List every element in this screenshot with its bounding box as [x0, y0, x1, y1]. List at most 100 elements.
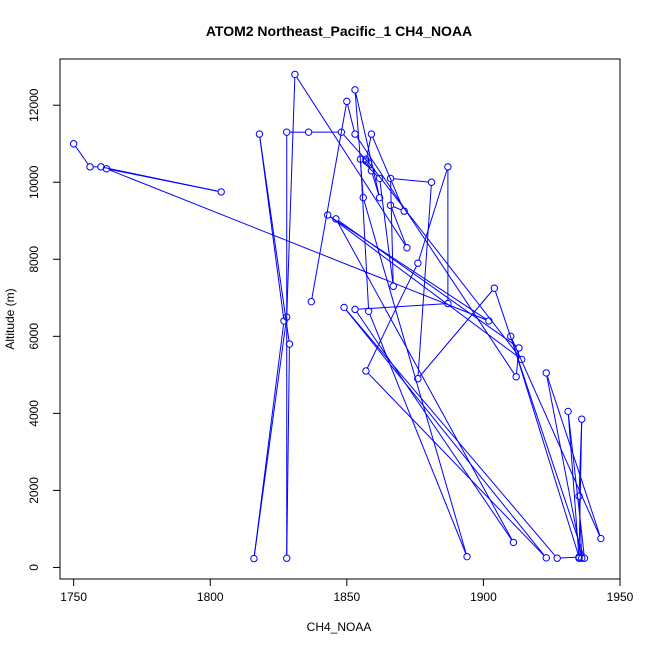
data-point — [102, 165, 111, 173]
data-point — [69, 140, 78, 148]
series-segment — [391, 208, 407, 245]
data-point — [444, 163, 452, 171]
data-point — [507, 332, 515, 341]
series-segment — [511, 339, 601, 536]
series-points — [69, 70, 605, 563]
x-tick-label: 1900 — [470, 590, 497, 604]
series-segment — [567, 414, 585, 556]
data-point — [340, 303, 348, 312]
data-point — [291, 70, 299, 79]
series-segment — [360, 162, 370, 309]
series-segment — [546, 375, 601, 536]
data-point — [515, 344, 523, 352]
data-point — [564, 407, 572, 416]
y-tick-label: 8000 — [27, 246, 41, 273]
x-axis: 1750 1800 1850 1900 1950 — [60, 578, 634, 604]
data-point — [400, 207, 408, 215]
data-point — [283, 554, 291, 562]
data-point — [307, 297, 316, 306]
plot-frame — [59, 58, 621, 580]
series-segment — [356, 311, 513, 541]
series-segment — [311, 104, 347, 299]
series-segment — [75, 146, 89, 165]
chart-title: ATOM2 Northeast_Pacific_1 CH4_NOAA — [206, 23, 472, 39]
data-point — [351, 305, 359, 314]
series-segment — [417, 185, 432, 376]
series-segment — [347, 104, 355, 132]
data-point — [512, 373, 520, 381]
series-segment — [356, 136, 515, 375]
y-tick-label: 4000 — [27, 400, 41, 427]
series-lines — [75, 76, 601, 559]
series-segment — [367, 161, 521, 358]
data-point — [490, 284, 499, 292]
data-point — [283, 128, 291, 136]
series-segment — [511, 339, 579, 555]
series-segment — [286, 347, 290, 556]
y-axis-label: Altitude (m) — [3, 288, 17, 349]
series-segment — [560, 556, 576, 559]
data-point — [324, 211, 332, 219]
series-segment — [109, 168, 219, 192]
data-point — [389, 282, 397, 290]
series-segment — [393, 178, 429, 183]
series-segment — [578, 422, 583, 494]
data-point — [580, 554, 589, 562]
series-segment — [367, 372, 545, 556]
data-point — [332, 215, 340, 223]
data-point — [255, 130, 264, 138]
y-tick-label: 12000 — [27, 88, 41, 122]
data-point — [304, 128, 313, 136]
series-segment — [419, 290, 493, 377]
y-tick-label: 0 — [27, 564, 41, 571]
x-tick-label: 1950 — [607, 590, 634, 604]
series-segment — [515, 351, 520, 374]
data-point — [375, 193, 384, 202]
series-segment — [578, 499, 583, 556]
data-point — [351, 130, 359, 138]
series-segment — [393, 206, 402, 211]
series-segment — [494, 291, 584, 556]
series-segment — [358, 303, 445, 310]
series-segment — [390, 181, 394, 284]
data-point — [485, 317, 493, 325]
data-point — [337, 128, 346, 136]
series-segment — [379, 181, 394, 284]
data-point — [463, 552, 471, 561]
series-segment — [372, 136, 404, 209]
data-point — [509, 538, 518, 547]
data-point — [356, 155, 365, 163]
data-point — [386, 174, 395, 183]
series-segment — [366, 265, 417, 369]
data-point — [343, 97, 351, 106]
y-axis: 0 2000 4000 6000 8000 10000 12000 — [27, 88, 61, 571]
data-point — [285, 340, 294, 348]
y-tick-label: 10000 — [27, 165, 41, 199]
data-point — [217, 188, 225, 196]
data-point — [250, 554, 258, 563]
y-tick-label: 2000 — [27, 477, 41, 504]
series-segment — [286, 77, 296, 314]
data-point — [364, 307, 373, 315]
series-segment — [259, 137, 285, 318]
data-point — [283, 313, 291, 321]
series-segment — [330, 216, 487, 320]
data-point — [575, 553, 583, 561]
data-point — [86, 163, 94, 171]
x-axis-label: CH4_NOAA — [307, 620, 372, 634]
series-segment — [296, 76, 406, 246]
data-point — [427, 178, 436, 186]
data-point — [351, 86, 359, 94]
series-segment — [109, 169, 487, 321]
series-segment — [345, 309, 545, 556]
data-point — [367, 167, 376, 175]
x-tick-label: 1800 — [197, 590, 224, 604]
x-tick-label: 1850 — [333, 590, 360, 604]
data-point — [359, 193, 367, 202]
data-point — [575, 492, 583, 500]
data-point — [542, 554, 550, 562]
data-point — [367, 130, 376, 138]
data-point — [362, 367, 370, 375]
data-point — [444, 299, 452, 308]
